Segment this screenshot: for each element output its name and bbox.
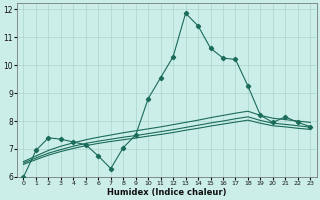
X-axis label: Humidex (Indice chaleur): Humidex (Indice chaleur) [107, 188, 227, 197]
